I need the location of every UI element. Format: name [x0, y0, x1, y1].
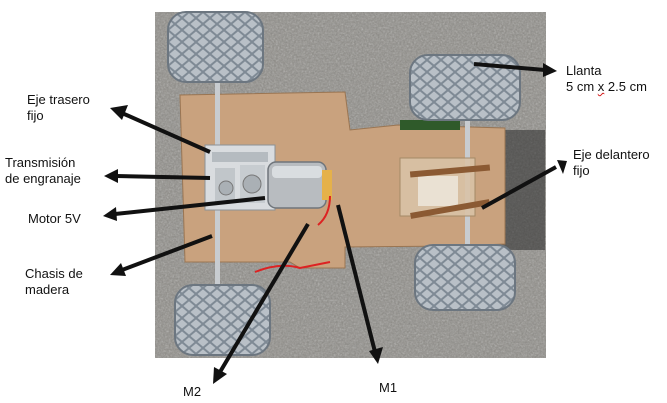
motor: [267, 161, 332, 226]
label-m2: M2: [183, 384, 202, 399]
tire-rear-left: [167, 11, 264, 83]
tire-rear-right: [174, 284, 271, 356]
label-chasis: Chasis de madera: [25, 266, 83, 297]
tire-front-top: [409, 54, 521, 121]
label-motor: Motor 5V: [28, 211, 81, 226]
label-transmision: Transmisión de engranaje: [5, 155, 81, 186]
label-eje-trasero: Eje trasero fijo: [27, 92, 90, 123]
arrows: [103, 62, 567, 384]
label-llanta: Llanta 5 cm x 2.5 cm: [566, 63, 647, 94]
label-eje-delantero: Eje delantero fijo: [573, 147, 650, 178]
label-m1: M1: [379, 380, 398, 395]
tire-front-bottom: [414, 244, 516, 311]
